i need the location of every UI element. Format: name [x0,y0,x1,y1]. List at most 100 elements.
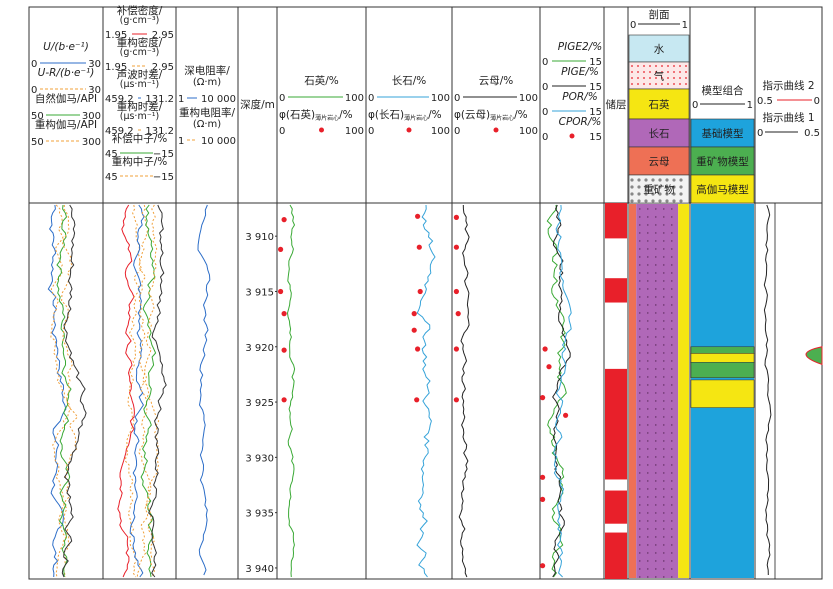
track2-scale-1-min: 1.95 [105,62,127,73]
core-feldspar-point-0 [415,213,421,219]
reservoir-interval-3 [605,490,627,524]
track2-label-3: 重构时差/ [117,100,163,113]
core-quartz-point-4 [281,347,287,353]
track2-unit-1: (g·cm⁻³) [120,47,160,58]
track2-label-5: 重构中子/% [112,155,168,168]
track6-feldspar-curve [416,204,436,578]
profile-min: 0 [630,20,636,31]
track2-unit-0: (g·cm⁻³) [120,15,160,26]
track8-min-2: 0 [542,107,548,118]
profile-legend-box-4 [628,146,690,176]
frame [28,6,823,580]
track1-scale-1-min: 0 [31,85,37,96]
track1-scale-1-max: 30 [88,85,101,96]
track2-scale-2-min: 459.2 [105,94,134,105]
profile-legend-box-1 [628,61,690,90]
log-body: 3 910 3 915 3 920 3 925 3 930 3 935 3 940 [47,203,823,579]
profile-legend-label-5: 重矿物 [643,183,675,196]
profile-legend-box-0 [628,34,690,63]
reservoir-title: 储层 [606,98,627,111]
track7-core-label: φ(云母)薄片岩心/% [454,109,528,122]
core-mica-point-5 [453,397,459,403]
track1-curve-3 [55,204,79,578]
depth-title: 深度/m [240,98,275,111]
track7-core-max: 100 [519,126,538,137]
depth-tick-4: 3 930 [245,453,274,464]
track6-title: 长石/% [392,75,427,87]
profile-legend-label-4: 云母 [649,156,670,168]
reservoir-interval-0 [605,203,627,239]
track8-max-2: 15 [589,107,602,118]
track3-label-1: 重构电阻率/ [179,106,235,119]
track1-scale-2-max: 300 [82,111,101,122]
profile-max: 1 [682,20,688,31]
track1-curve-1 [50,204,71,578]
track3-unit-0: (Ω·m) [193,77,221,88]
track2-unit-3: (μs·m⁻¹) [120,111,160,122]
profile-legend-label-0: 水 [654,44,665,56]
track2-scale-4-min: 45 [105,149,118,160]
track2-scale-4-max: −15 [153,149,174,160]
core-mica-point-0 [453,214,459,220]
track7-mica-curve [458,204,470,578]
model-max: 1 [747,100,753,111]
core-mica-point-4 [453,346,459,352]
core-quartz-point-3 [281,311,287,317]
profile-legend-label-3: 长石 [649,128,670,140]
core-cpor-point-4 [540,474,546,480]
track5-core-symbol [319,127,324,133]
reservoir-interval-2 [605,368,627,480]
profile-title: 剖面 [649,8,670,21]
track1-curve-0 [47,204,67,578]
profile-legend-box-3 [628,118,690,148]
track7-core-min: 0 [454,126,460,137]
indicator2-label: 指示曲线 2 [762,79,814,92]
outer-border [28,6,823,580]
reservoir-interval-1 [605,278,627,303]
core-cpor-point-1 [546,364,552,370]
model-legend-label-0: 基础模型 [702,127,744,140]
depth-tick-0: 3 910 [245,232,274,243]
track2-scale-3-min: 459.2 [105,126,134,137]
model-legend-box-0 [690,118,755,148]
track1-scale-0-max: 30 [88,59,101,70]
track2-curve-3 [136,204,152,578]
core-feldspar-point-1 [416,244,422,250]
track6-core-min: 0 [368,126,374,137]
track7-title: 云母/% [479,75,514,87]
model-legend-label-2: 高伽马模型 [696,183,749,196]
track1-label-3: 重构伽马/API [35,118,97,131]
core-feldspar-point-3 [411,311,417,317]
track2-label-4: 补偿中子/% [112,132,168,145]
track8-label-0: PIGE2/% [558,41,602,53]
track6-scale-min: 0 [368,93,374,104]
indicator1-max: 0.5 [804,128,820,139]
track5-core-label: φ(石英)薄片岩心/% [279,108,353,122]
model-legend-box-2 [690,174,755,204]
depth-tick-2: 3 920 [245,343,274,354]
track3-scale-1-max: 10 000 [201,136,236,147]
core-feldspar-point-6 [414,397,420,403]
depth-tick-3: 3 925 [245,398,274,409]
track7-core-symbol [493,127,499,133]
track1-scale-0-min: 0 [31,59,37,70]
track2-scale-5-max: −15 [153,172,174,183]
track1-curve-4 [61,204,87,578]
core-cpor-point-6 [540,563,546,569]
track2-label-1: 重构密度/ [117,36,163,49]
track8-por-curve [553,204,572,578]
model-gamma-interval-0 [690,353,755,363]
track5-scale-min: 0 [279,93,285,104]
model-gamma-interval-1 [690,379,755,408]
track3-unit-1: (Ω·m) [193,119,221,130]
track1-scale-3-min: 50 [31,137,44,148]
track8-min-0: 0 [542,57,548,68]
track8-label-1: PIGE/% [561,66,599,78]
model-heavy-interval-1 [690,361,755,378]
track2-scale-0-min: 1.95 [105,30,127,41]
track8-min-1: 0 [542,82,548,93]
track1-curve-2 [56,204,72,578]
indicator2-max: 0 [814,96,820,107]
track3-scale-1-min: 1 [178,136,184,147]
